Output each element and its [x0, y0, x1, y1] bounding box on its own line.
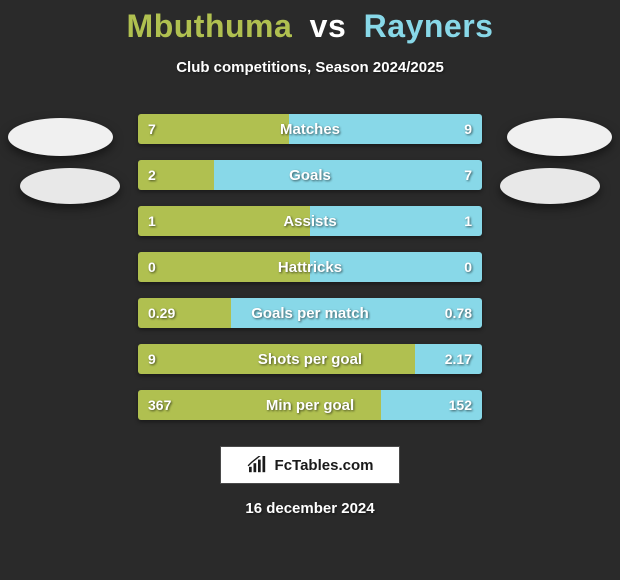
stat-bar-left	[138, 160, 214, 190]
stat-bar-left	[138, 344, 415, 374]
stat-row: 0.290.78Goals per match	[138, 298, 482, 328]
stat-row: 11Assists	[138, 206, 482, 236]
stat-bar-right	[214, 160, 482, 190]
stat-bars: 79Matches 27Goals 11Assists 00Hattricks 0.29…	[138, 114, 482, 436]
stat-row: 367152Min per goal	[138, 390, 482, 420]
stat-bar-left	[138, 390, 381, 420]
player1-name: Mbuthuma	[127, 8, 293, 44]
comparison-title: Mbuthuma vs Rayners	[0, 0, 620, 45]
player1-club-placeholder	[20, 168, 120, 204]
stat-bar-right	[310, 206, 482, 236]
player2-club-placeholder	[500, 168, 600, 204]
subtitle: Club competitions, Season 2024/2025	[0, 59, 620, 76]
stat-bar-left	[138, 206, 310, 236]
stat-row: 79Matches	[138, 114, 482, 144]
branding-text: FcTables.com	[275, 457, 374, 474]
player2-avatar-placeholder	[507, 118, 612, 156]
vs-text: vs	[310, 8, 347, 44]
stat-row: 00Hattricks	[138, 252, 482, 282]
stat-bar-right	[289, 114, 483, 144]
comparison-arena: 79Matches 27Goals 11Assists 00Hattricks 0.29…	[0, 106, 620, 426]
stat-bar-right	[381, 390, 482, 420]
stat-bar-right	[310, 252, 482, 282]
stat-bar-right	[231, 298, 482, 328]
date-text: 16 december 2024	[0, 500, 620, 517]
stat-bar-left	[138, 252, 310, 282]
stat-row: 92.17Shots per goal	[138, 344, 482, 374]
player1-avatar-placeholder	[8, 118, 113, 156]
stat-bar-right	[415, 344, 482, 374]
branding-badge: FcTables.com	[220, 446, 400, 484]
chart-icon	[247, 456, 269, 474]
stat-row: 27Goals	[138, 160, 482, 190]
player2-name: Rayners	[364, 8, 494, 44]
stat-bar-left	[138, 114, 289, 144]
stat-bar-left	[138, 298, 231, 328]
